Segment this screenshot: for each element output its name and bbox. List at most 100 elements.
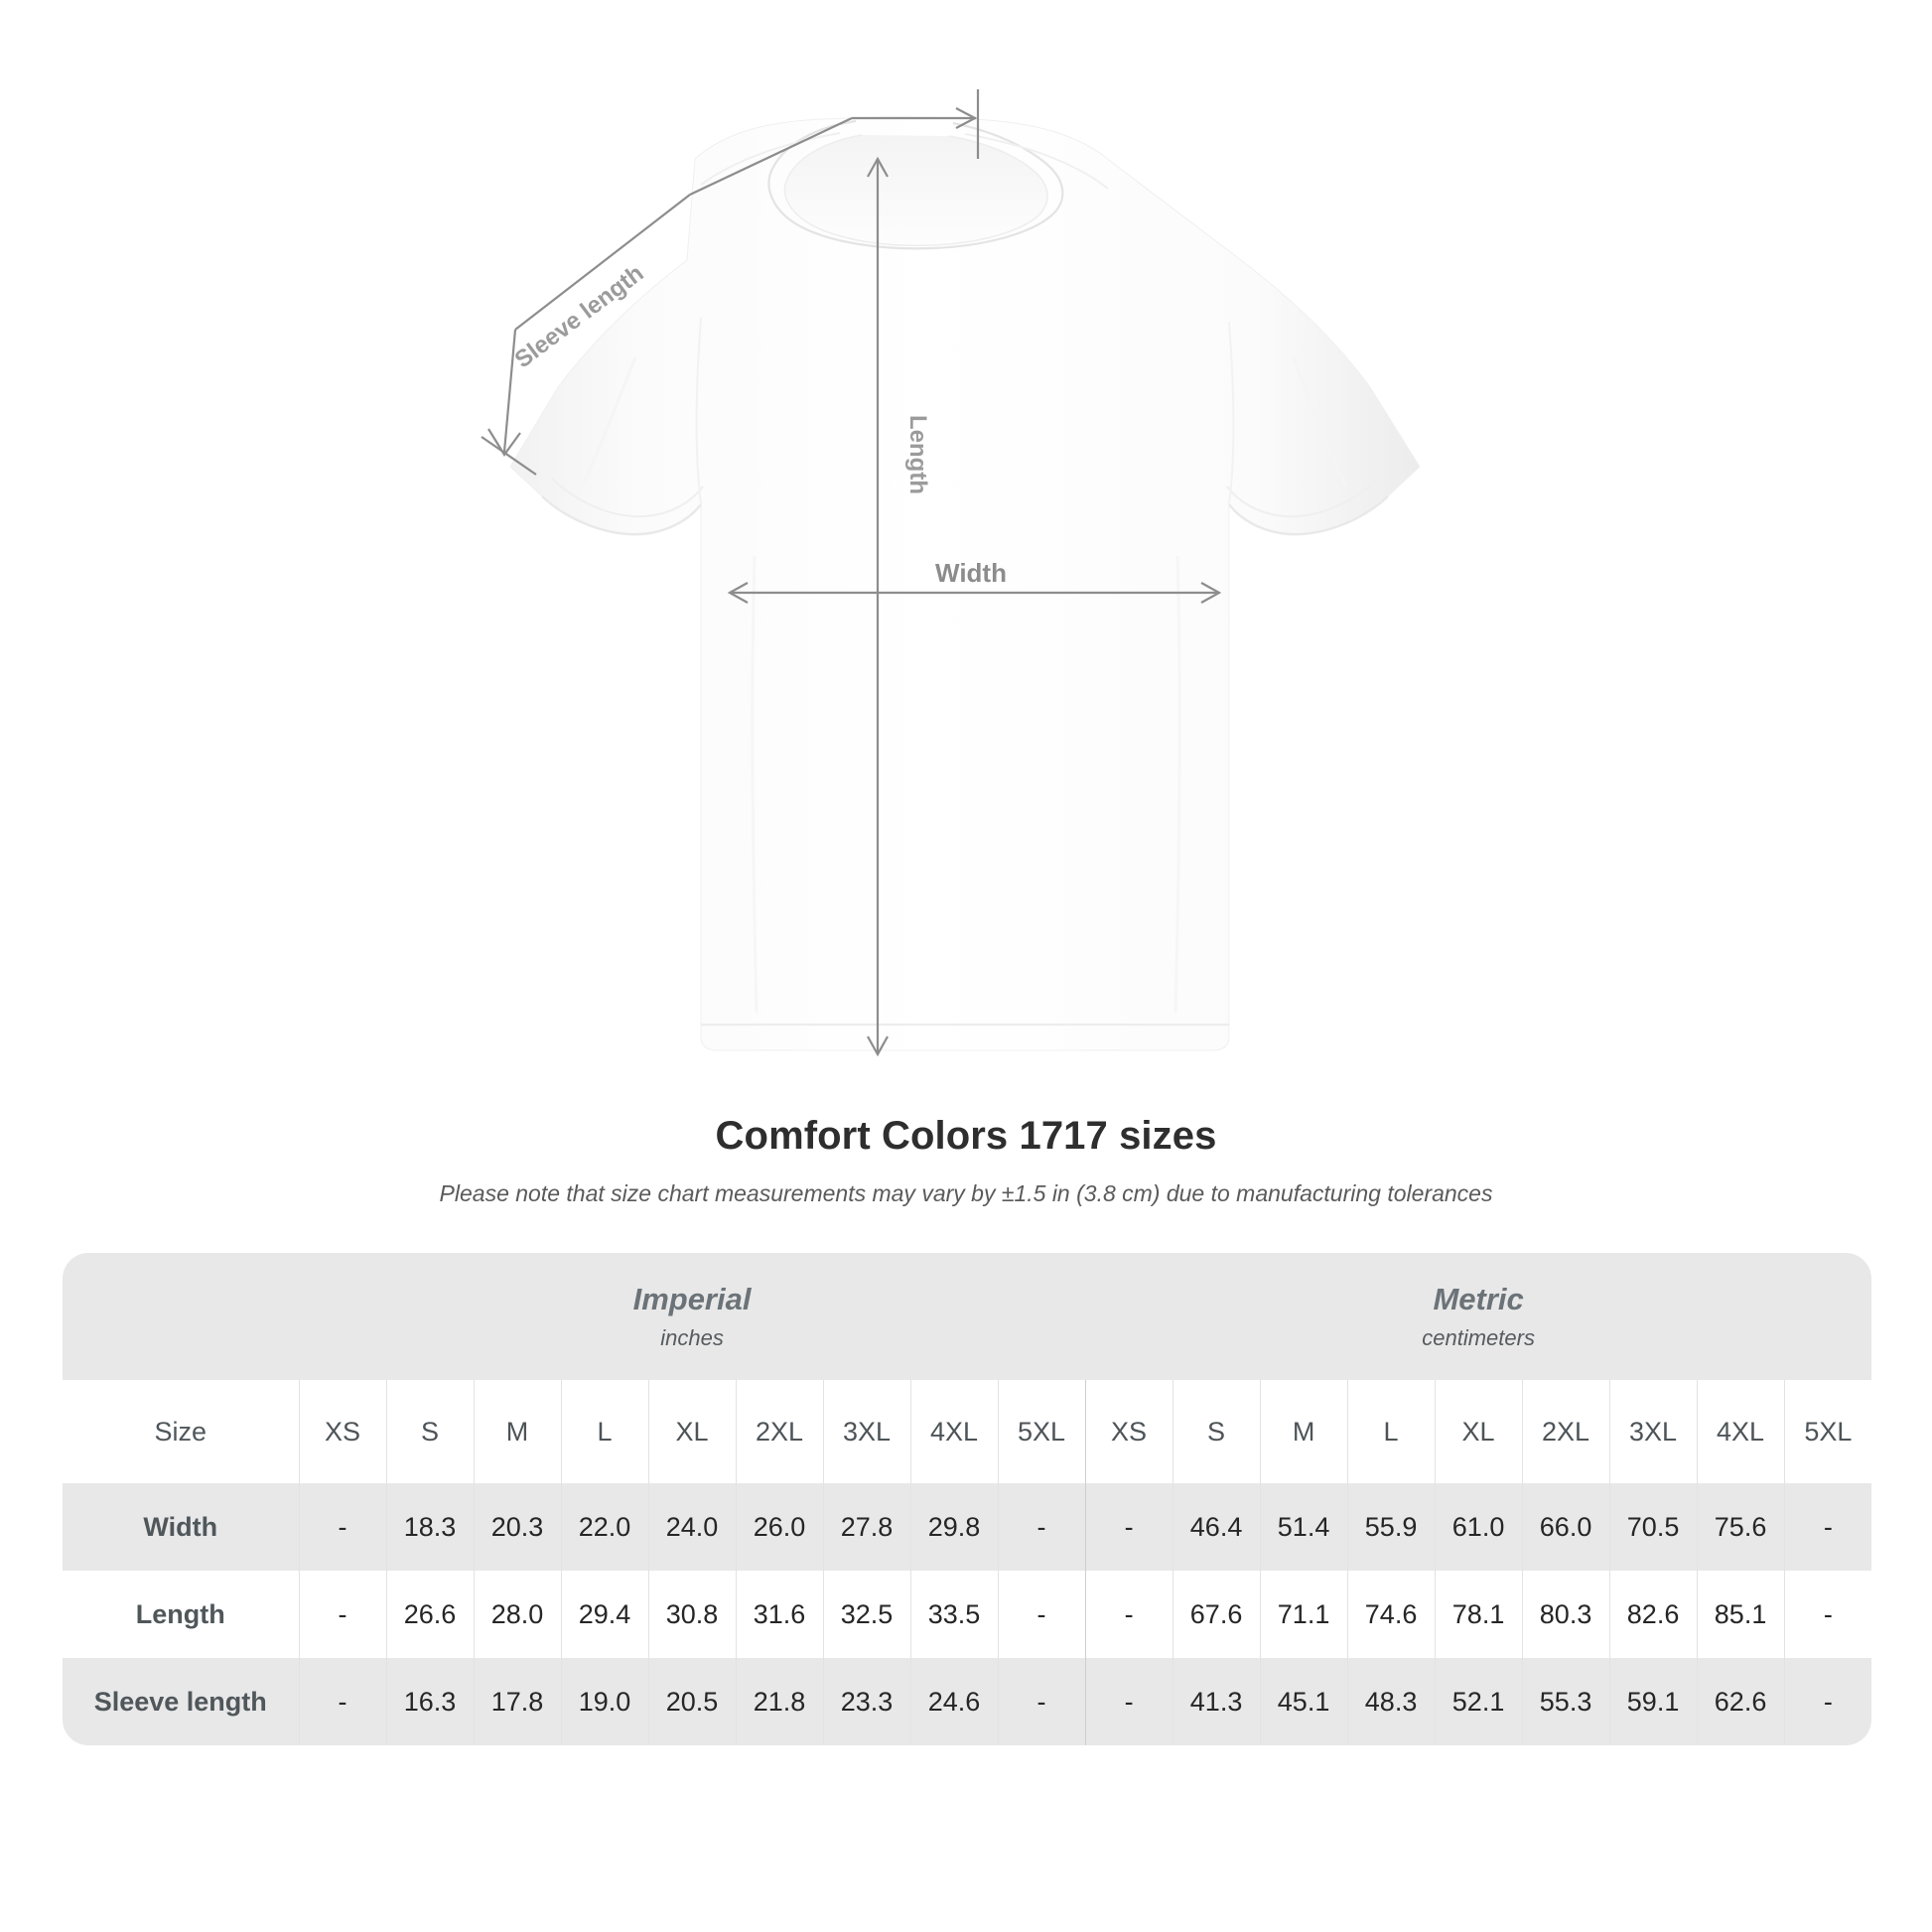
width-metric-2xl: 66.0 [1521,1483,1610,1571]
title-block: Comfort Colors 1717 sizes Please note th… [0,1114,1932,1207]
width-imperial-4xl: 29.8 [909,1483,998,1571]
header-imperial-l: L [560,1380,648,1483]
unit-name-imperial: Imperial [632,1282,752,1317]
unit-banner-spacer-left [63,1253,299,1380]
tshirt-graphic [509,116,1421,1051]
sleeve-metric-2xl: 55.3 [1521,1658,1610,1745]
sleeve-imperial-l: 19.0 [560,1658,648,1745]
header-imperial-xs: XS [298,1380,386,1483]
width-metric-4xl: 75.6 [1696,1483,1785,1571]
width-metric-5xl: - [1783,1483,1872,1571]
unit-banner-metric: Metric centimeters [1085,1253,1872,1380]
sleeve-metric-xl: 52.1 [1434,1658,1523,1745]
length-imperial-s: 26.6 [385,1571,474,1658]
header-metric-3xl: 3XL [1608,1380,1698,1483]
row-label-sleeve-length: Sleeve length [63,1658,299,1745]
width-imperial-xl: 24.0 [647,1483,736,1571]
length-metric-5xl: - [1783,1571,1872,1658]
size-header-row: Size XS S M L XL 2XL 3XL 4XL 5XL XS S M … [63,1380,1872,1483]
tshirt-diagram-svg: Sleeve length Length Width [481,89,1421,1057]
length-imperial-xl: 30.8 [647,1571,736,1658]
length-metric-m: 71.1 [1259,1571,1348,1658]
sleeve-metric-s: 41.3 [1172,1658,1261,1745]
sleeve-metric-5xl: - [1783,1658,1872,1745]
length-metric-l: 74.6 [1346,1571,1436,1658]
sleeve-imperial-4xl: 24.6 [909,1658,998,1745]
header-size-label: Size [63,1380,299,1483]
header-metric-s: S [1172,1380,1261,1483]
sleeve-imperial-xl: 20.5 [647,1658,736,1745]
sleeve-metric-3xl: 59.1 [1608,1658,1698,1745]
unit-sub-imperial: inches [660,1324,724,1350]
header-imperial-m: M [473,1380,561,1483]
diagram-label-width: Width [935,558,1007,588]
width-metric-xl: 61.0 [1434,1483,1523,1571]
header-imperial-xl: XL [647,1380,736,1483]
length-metric-s: 67.6 [1172,1571,1261,1658]
width-measure-arrow [727,582,1222,604]
sleeve-imperial-s: 16.3 [385,1658,474,1745]
header-metric-4xl: 4XL [1696,1380,1785,1483]
sleeve-imperial-m: 17.8 [473,1658,561,1745]
header-imperial-5xl: 5XL [997,1380,1086,1483]
length-imperial-5xl: - [997,1571,1086,1658]
header-metric-xs: XS [1084,1380,1173,1483]
width-imperial-l: 22.0 [560,1483,648,1571]
sleeve-imperial-3xl: 23.3 [822,1658,910,1745]
width-imperial-3xl: 27.8 [822,1483,910,1571]
length-imperial-xs: - [298,1571,386,1658]
unit-banner-row: Imperial inches Metric centimeters [63,1253,1872,1380]
header-imperial-3xl: 3XL [822,1380,910,1483]
length-imperial-2xl: 31.6 [735,1571,823,1658]
width-imperial-s: 18.3 [385,1483,474,1571]
unit-banner-imperial: Imperial inches [299,1253,1086,1380]
row-label-length: Length [63,1571,299,1658]
length-imperial-3xl: 32.5 [822,1571,910,1658]
length-metric-4xl: 85.1 [1696,1571,1785,1658]
length-imperial-l: 29.4 [560,1571,648,1658]
table-row-sleeve-length: Sleeve length - 16.3 17.8 19.0 20.5 21.8… [63,1658,1872,1745]
header-metric-2xl: 2XL [1521,1380,1610,1483]
page-title: Comfort Colors 1717 sizes [715,1114,1217,1158]
width-imperial-5xl: - [997,1483,1086,1571]
length-metric-xs: - [1084,1571,1173,1658]
sleeve-metric-l: 48.3 [1346,1658,1436,1745]
row-label-width: Width [63,1483,299,1571]
width-metric-m: 51.4 [1259,1483,1348,1571]
length-imperial-4xl: 33.5 [909,1571,998,1658]
tshirt-diagram: Sleeve length Length Width [481,89,1421,1057]
length-metric-xl: 78.1 [1434,1571,1523,1658]
sleeve-metric-4xl: 62.6 [1696,1658,1785,1745]
size-table-wrapper: Imperial inches Metric centimeters Size … [63,1253,1872,1745]
length-metric-3xl: 82.6 [1608,1571,1698,1658]
header-imperial-4xl: 4XL [909,1380,998,1483]
table-row-length: Length - 26.6 28.0 29.4 30.8 31.6 32.5 3… [63,1571,1872,1658]
header-imperial-s: S [385,1380,474,1483]
width-metric-s: 46.4 [1172,1483,1261,1571]
header-metric-5xl: 5XL [1783,1380,1872,1483]
header-imperial-2xl: 2XL [735,1380,823,1483]
unit-sub-metric: centimeters [1422,1324,1535,1350]
sleeve-length-measure-arrow [481,89,980,476]
width-imperial-m: 20.3 [473,1483,561,1571]
length-metric-2xl: 80.3 [1521,1571,1610,1658]
width-metric-xs: - [1084,1483,1173,1571]
length-imperial-m: 28.0 [473,1571,561,1658]
diagram-label-length: Length [904,415,931,494]
width-metric-3xl: 70.5 [1608,1483,1698,1571]
width-imperial-2xl: 26.0 [735,1483,823,1571]
unit-name-metric: Metric [1433,1282,1524,1317]
header-metric-m: M [1259,1380,1348,1483]
header-metric-xl: XL [1434,1380,1523,1483]
header-metric-l: L [1346,1380,1436,1483]
sleeve-imperial-2xl: 21.8 [735,1658,823,1745]
sleeve-imperial-5xl: - [997,1658,1086,1745]
width-metric-l: 55.9 [1346,1483,1436,1571]
table-row-width: Width - 18.3 20.3 22.0 24.0 26.0 27.8 29… [63,1483,1872,1571]
sleeve-metric-xs: - [1084,1658,1173,1745]
width-imperial-xs: - [298,1483,386,1571]
sleeve-metric-m: 45.1 [1259,1658,1348,1745]
sleeve-imperial-xs: - [298,1658,386,1745]
length-measure-arrow [867,156,889,1057]
size-chart-table: Imperial inches Metric centimeters Size … [63,1253,1872,1745]
